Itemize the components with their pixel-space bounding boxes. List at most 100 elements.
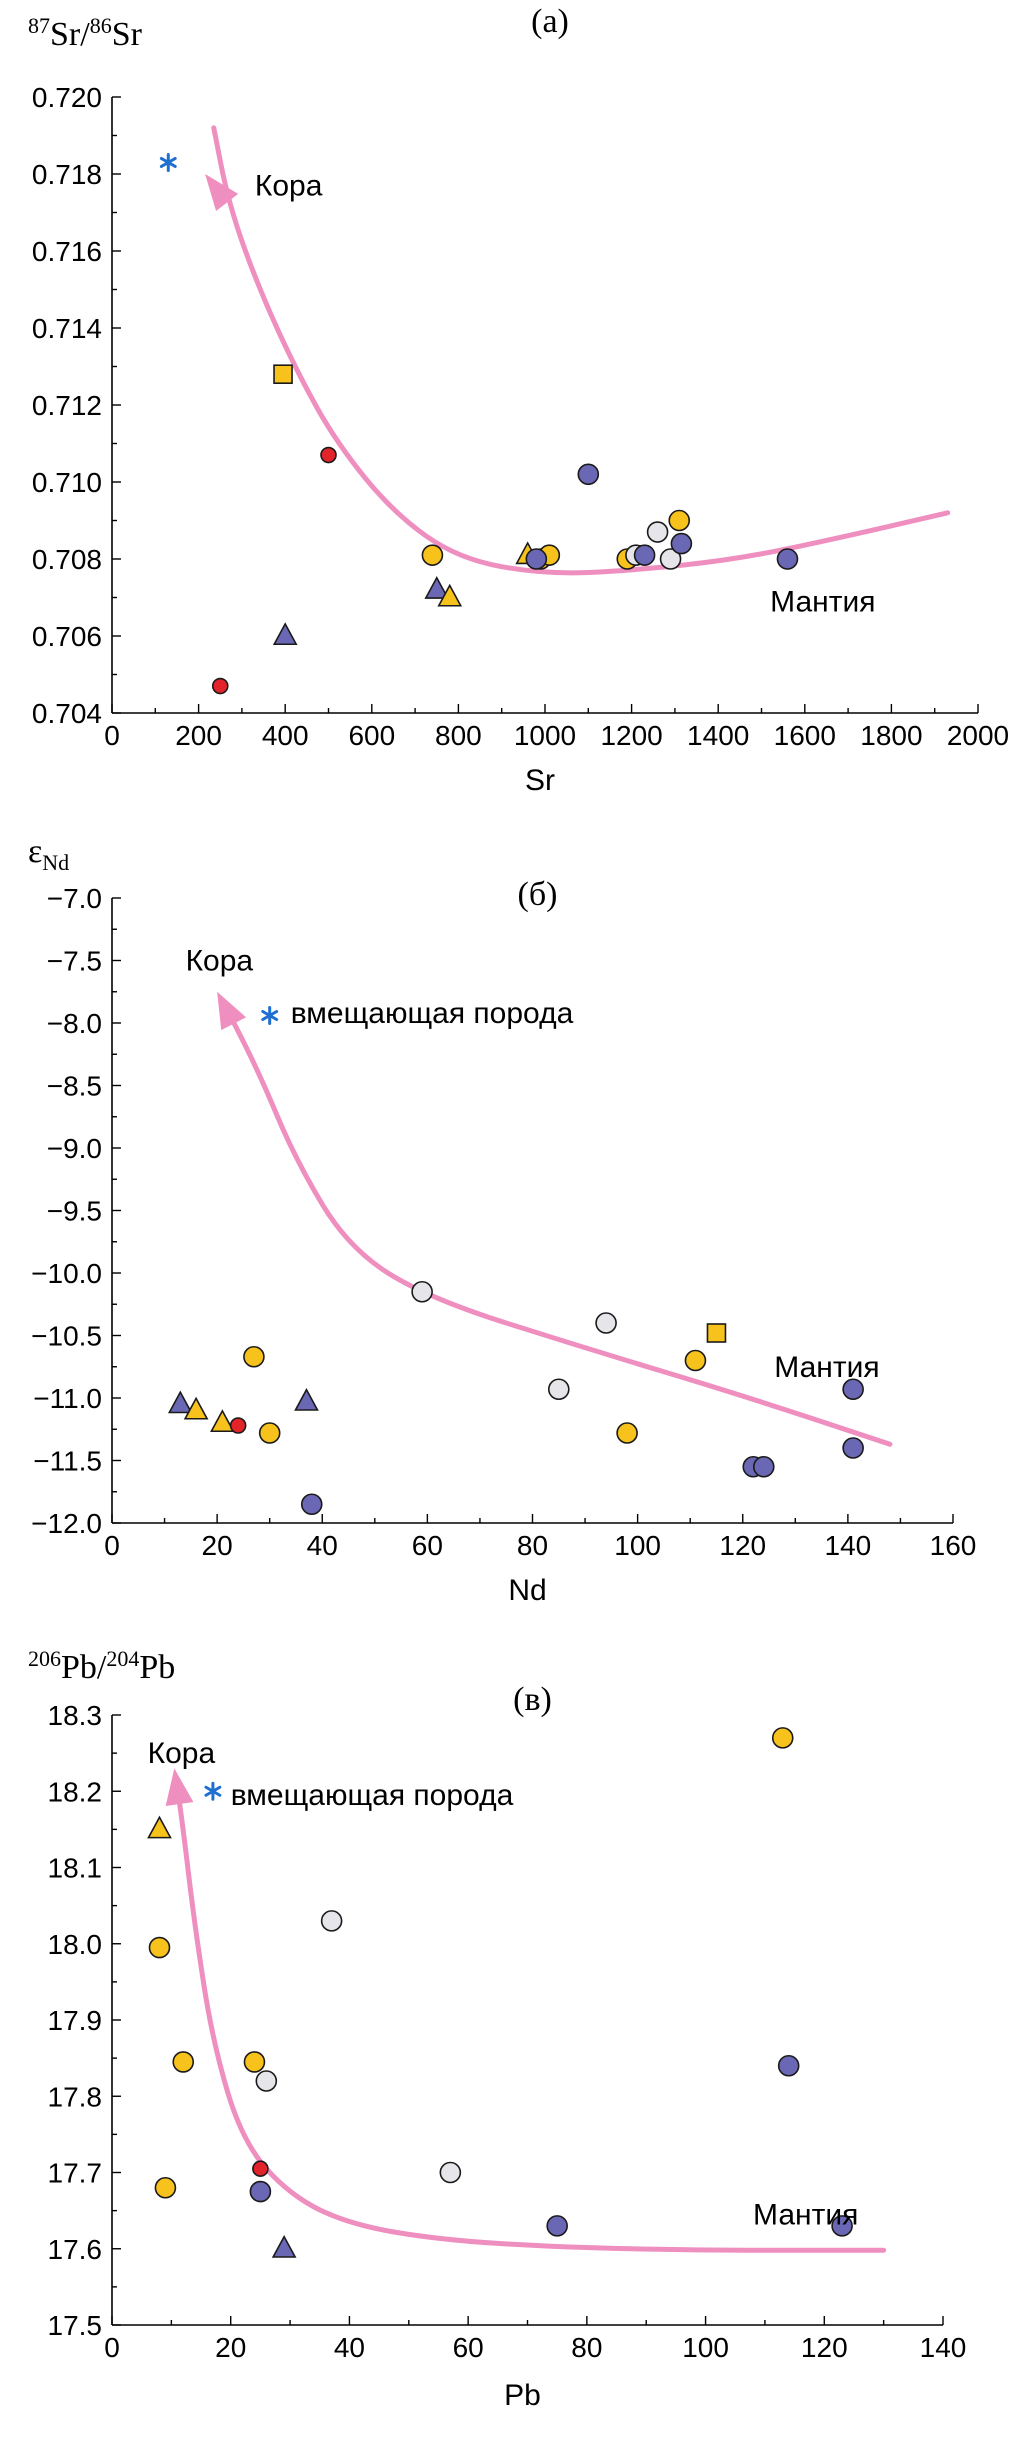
data-point-circle [577, 463, 600, 486]
x-tick-label: 1600 [774, 720, 836, 751]
data-point-circle [595, 1312, 617, 1334]
y-tick-label: 0.720 [32, 82, 102, 113]
panel-label: (а) [531, 3, 569, 40]
y-tick-label: 0.716 [32, 236, 102, 267]
y-tick-label: −10.5 [31, 1321, 102, 1352]
y-tick-label: −12.0 [31, 1508, 102, 1539]
star-stroke [204, 1785, 222, 1797]
data-point-circle [777, 2054, 800, 2077]
y-axis-label-sup2: 86 [90, 13, 112, 38]
data-point-triangle [424, 576, 450, 599]
data-point-circle [421, 544, 444, 566]
data-point-triangle [183, 1396, 209, 1420]
y-tick-label: 0.712 [32, 390, 102, 421]
x-tick-label: 140 [825, 1530, 872, 1561]
y-axis-label-suffix: Pb [139, 1649, 175, 1686]
x-tick-label: 120 [719, 1530, 766, 1561]
y-axis-label-main: ε [28, 833, 42, 870]
trend-curve [211, 125, 951, 576]
data-point-triangle [167, 1390, 193, 1414]
data-point-triangle [271, 2234, 297, 2258]
y-tick-label: 18.1 [48, 1853, 103, 1884]
y-tick-label: −7.5 [47, 946, 102, 977]
data-point-square [706, 1323, 727, 1343]
data-point-circle [148, 1936, 171, 1959]
y-tick-label: 17.5 [48, 2310, 103, 2341]
chart-panel-1: 0 200 400 600 800 1000 1200 1400 1600 1800 2000 0.7… [28, 3, 1009, 797]
y-tick-label: −9.0 [47, 1133, 102, 1164]
annotation: Кора [255, 170, 323, 203]
y-axis-label: 206Pb/204Pb [28, 1646, 175, 1686]
data-point-circle [300, 1493, 323, 1516]
data-point-circle [525, 548, 548, 570]
x-tick-label: 0 [104, 720, 120, 751]
y-axis-label-sup1: 206 [28, 1646, 61, 1671]
x-tick-label: 60 [412, 1530, 443, 1561]
x-tick-label: 80 [571, 2332, 602, 2363]
annotation: Кора [148, 1737, 216, 1770]
y-axis-label-mid: Pb/ [61, 1649, 107, 1686]
x-axis-label: Pb [504, 2379, 541, 2412]
data-point-triangle [437, 583, 463, 607]
trend-arrowhead [165, 1768, 194, 1807]
y-tick-label: −8.0 [47, 1008, 102, 1039]
x-tick-label: 1000 [514, 720, 576, 751]
annotation: Мантия [753, 2198, 858, 2231]
panel-label: (в) [513, 1681, 552, 1718]
data-point-circle [411, 1280, 433, 1303]
data-point-small-circle [229, 1417, 247, 1434]
x-tick-label: 2000 [947, 720, 1009, 751]
x-tick-label: 100 [614, 1530, 661, 1561]
data-point-circle [320, 1910, 343, 1932]
data-point-circle [243, 2051, 266, 2073]
trend-arrowhead [217, 991, 247, 1031]
data-point-circle [255, 2070, 278, 2092]
data-point-star [261, 1006, 279, 1025]
data-point-circle [646, 521, 669, 543]
y-tick-label: 0.718 [32, 159, 102, 190]
annotation: вмещающая порода [291, 997, 574, 1030]
x-tick-label: 60 [453, 2332, 484, 2363]
y-axis-label: 87Sr/86Sr [28, 13, 143, 53]
data-point-star [204, 1781, 222, 1801]
y-tick-label: 17.9 [48, 2005, 103, 2036]
data-point-circle [243, 1345, 265, 1368]
y-tick-label: −7.0 [47, 883, 102, 914]
data-point-circle [546, 2215, 568, 2237]
data-point-triangle [272, 622, 298, 646]
data-point-circle [172, 2051, 195, 2073]
y-tick-label: 17.7 [48, 2158, 103, 2189]
y-tick-label: −11.0 [33, 1383, 102, 1414]
annotation: Мантия [770, 585, 875, 618]
data-point-small-circle [211, 677, 229, 695]
data-point-circle [842, 1378, 864, 1401]
x-tick-label: 40 [307, 1530, 338, 1561]
data-point-circle [439, 2161, 462, 2184]
data-point-circle [154, 2176, 177, 2199]
data-point-circle [258, 1422, 281, 1444]
y-tick-label: 17.6 [48, 2234, 103, 2265]
y-tick-label: −11.5 [33, 1446, 102, 1477]
data-point-circle [547, 1378, 570, 1401]
x-tick-label: 200 [175, 720, 222, 751]
y-tick-label: 17.8 [48, 2081, 103, 2112]
trend-curve [174, 1784, 887, 2253]
data-point-triangle [210, 1409, 235, 1433]
data-point-circle [249, 2180, 272, 2203]
data-point-circle [616, 1422, 638, 1444]
data-point-circle [752, 1455, 775, 1478]
x-tick-label: 1200 [600, 720, 662, 751]
x-tick-label: 20 [202, 1530, 233, 1561]
data-point-circle [684, 1349, 707, 1372]
annotation: Мантия [774, 1351, 879, 1384]
x-tick-label: 140 [920, 2332, 967, 2363]
data-point-triangle [294, 1387, 319, 1411]
y-tick-label: 0.708 [32, 544, 102, 575]
x-tick-label: 0 [104, 1530, 120, 1561]
x-axis-label: Nd [508, 1574, 546, 1607]
y-tick-label: 0.704 [32, 698, 102, 729]
x-tick-label: 800 [435, 720, 482, 751]
y-axis-label-sup1: 87 [28, 13, 50, 38]
data-point-circle [659, 548, 682, 570]
y-tick-label: 18.3 [48, 1700, 103, 1731]
